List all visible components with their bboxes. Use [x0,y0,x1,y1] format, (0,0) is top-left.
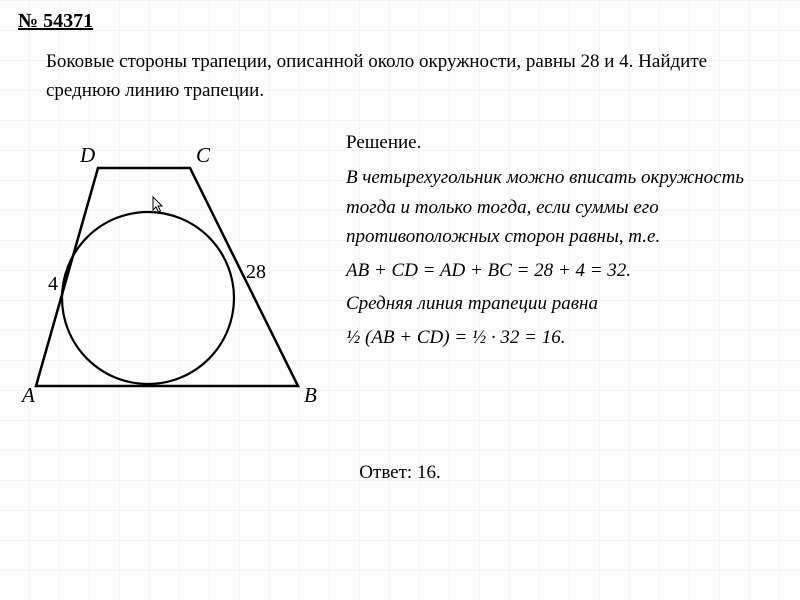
answer-line: Ответ: 16. [18,462,782,484]
problem-number: № 54371 [18,10,782,33]
svg-text:A: A [20,383,35,407]
solution-body: В четырехугольник можно вписать окружнос… [346,163,782,251]
solution-title: Решение. [346,128,782,157]
svg-text:B: B [304,383,317,407]
trapezoid-diagram: A B C D 4 28 [18,128,328,418]
svg-text:D: D [79,143,95,167]
svg-text:4: 4 [48,273,58,295]
problem-statement: Боковые стороны трапеции, описанной окол… [46,47,776,106]
solution-block: Решение. В четырехугольник можно вписать… [346,128,782,418]
solution-formula-1: AB + CD = AD + BC = 28 + 4 = 32. [346,256,782,285]
solution-formula-2: ½ (AB + CD) = ½ · 32 = 16. [346,323,782,352]
solution-line-2: Средняя линия трапеции равна [346,289,782,318]
svg-text:C: C [196,143,211,167]
svg-text:28: 28 [246,261,266,283]
